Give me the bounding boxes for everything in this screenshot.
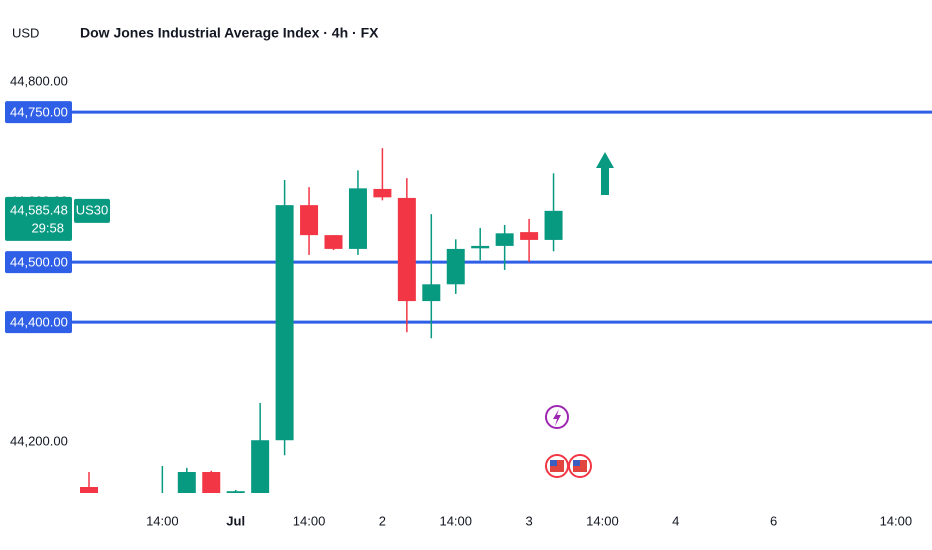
countdown: 29:58 [31,220,64,235]
candle-body [348,188,367,249]
x-tick-label: 14:00 [586,513,619,528]
candle-body [373,188,392,198]
flag-canton [550,460,557,466]
y-tick-label: 44,200.00 [10,433,68,448]
plot [72,110,932,508]
candle-body [226,491,245,493]
x-tick-label: Jul [226,513,245,528]
candle-body [446,248,465,285]
current-price: 44,585.48 [10,202,68,217]
candle-body [153,496,171,508]
candle-body [324,235,343,249]
axis: 44,200.0044,600.0044,800.0014:00Jul14:00… [5,74,913,528]
x-tick-label: 2 [379,513,386,528]
y-tick-label: 44,800.00 [10,74,68,89]
price-label-box [5,101,72,124]
x-tick-label: 3 [525,513,532,528]
lightning [553,409,561,426]
candle-body [471,245,490,249]
candle-body [251,440,270,493]
candle-body [397,197,416,302]
candle-body [520,232,539,240]
x-tick-label: 14:00 [293,513,326,528]
x-tick-label: 14:00 [880,513,913,528]
symbol-box [74,198,110,223]
price-label: 44,400.00 [10,315,68,330]
x-tick-label: 4 [672,513,679,528]
currency: USD [12,25,39,40]
x-tick-label: 6 [770,513,777,528]
price-label: 44,500.00 [10,255,68,270]
candle-body [495,233,514,246]
candle-body [544,210,563,240]
flag-canton [573,460,580,466]
up-arrow [596,152,614,195]
price-label-box [5,311,72,334]
current-price-box [5,196,72,241]
candle-body [300,205,319,236]
x-tick-label: 14:00 [439,513,472,528]
candle-body [422,284,441,302]
candle-body [177,472,196,493]
chart-title: Dow Jones Industrial Average Index · 4h … [80,25,379,41]
candle-body [80,487,98,493]
price-label: 44,750.00 [10,105,68,120]
price-label-box [5,251,72,274]
candle-body [202,472,221,493]
symbol: US30 [76,202,109,217]
x-tick-label: 14:00 [146,513,179,528]
candle-body [275,205,294,441]
